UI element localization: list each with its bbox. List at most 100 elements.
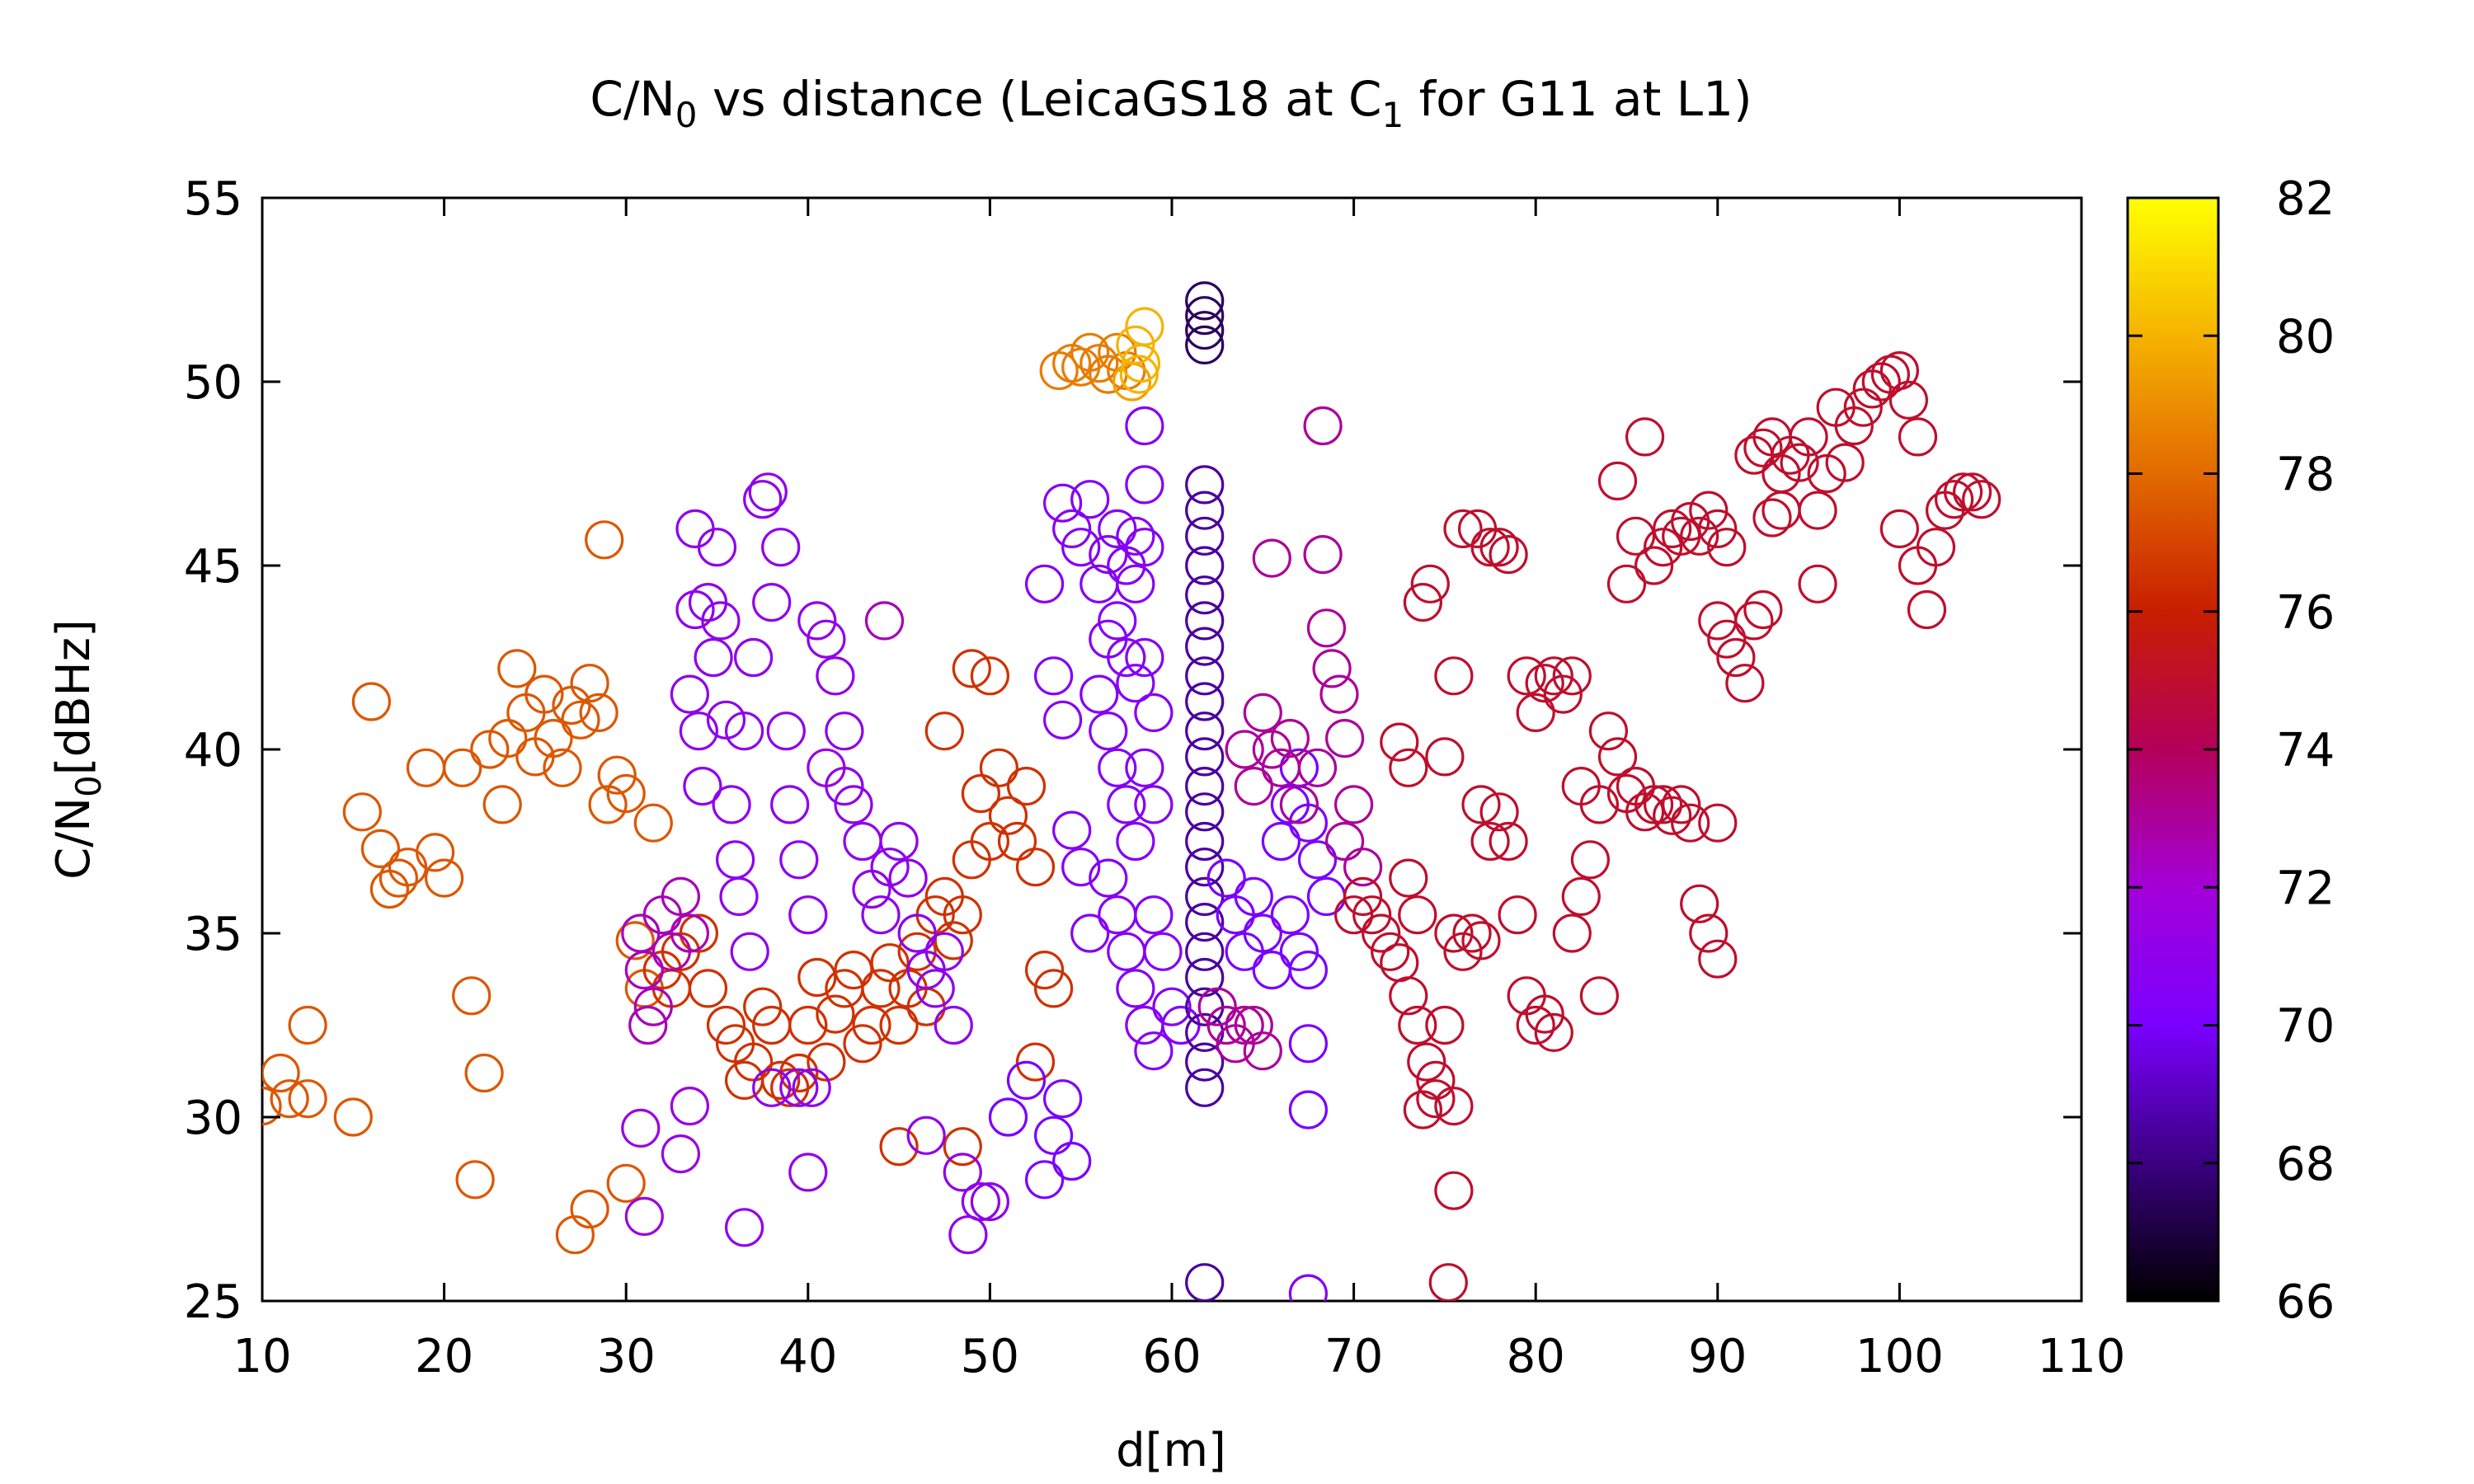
data-point <box>861 895 901 935</box>
data-point <box>1716 637 1756 678</box>
data-point <box>766 711 806 751</box>
data-point <box>1116 516 1155 556</box>
y-tick-label: 35 <box>184 908 242 961</box>
data-point <box>262 1053 300 1093</box>
data-point <box>888 858 928 898</box>
data-point <box>561 700 600 740</box>
data-point <box>706 1005 746 1045</box>
data-point <box>1033 656 1074 696</box>
data-point <box>1116 821 1155 862</box>
data-point <box>694 637 733 678</box>
data-point <box>288 1005 327 1045</box>
data-point <box>1152 987 1192 1026</box>
data-point <box>970 821 1010 862</box>
data-point <box>1033 969 1074 1008</box>
data-point <box>1185 311 1225 350</box>
x-axis-label: d[m] <box>1116 1424 1226 1477</box>
x-tick-label: 30 <box>597 1330 656 1383</box>
data-point <box>579 693 618 733</box>
data-point <box>961 1181 1001 1222</box>
data-point <box>1380 943 1419 983</box>
data-point <box>624 950 664 990</box>
data-point <box>1243 693 1282 733</box>
data-point <box>1324 821 1365 862</box>
data-point <box>1362 913 1401 953</box>
data-point <box>1206 858 1246 898</box>
data-point <box>1389 858 1428 898</box>
data-point <box>1070 480 1110 519</box>
data-point <box>1185 682 1225 721</box>
data-point <box>679 913 719 953</box>
data-point <box>792 1068 831 1107</box>
data-point <box>1534 1012 1573 1053</box>
data-point <box>1570 840 1611 880</box>
data-point <box>1761 491 1801 530</box>
data-point <box>988 1097 1028 1137</box>
data-point <box>924 711 964 751</box>
data-point <box>1185 957 1225 998</box>
data-point <box>351 682 391 721</box>
data-point <box>1185 766 1225 806</box>
data-point <box>807 619 846 659</box>
colorbar-tick-label: 78 <box>2276 448 2335 502</box>
data-point <box>825 711 864 751</box>
data-point <box>1653 509 1692 549</box>
data-point <box>1689 491 1729 530</box>
data-point <box>924 932 964 971</box>
data-point <box>1525 994 1564 1034</box>
data-point <box>1398 895 1437 935</box>
data-point <box>1089 711 1128 751</box>
colorbar-tick-label: 66 <box>2276 1275 2335 1329</box>
data-point <box>1270 718 1310 758</box>
data-point <box>879 1005 919 1045</box>
data-point <box>743 987 783 1026</box>
data-point <box>1015 1042 1056 1082</box>
data-point <box>1725 664 1765 703</box>
data-point <box>270 1079 309 1119</box>
data-point <box>497 649 537 688</box>
data-point <box>1643 528 1683 567</box>
data-point <box>807 1042 846 1082</box>
data-point <box>1125 406 1164 446</box>
data-point <box>952 649 991 688</box>
data-point <box>1319 674 1359 714</box>
data-point <box>621 1108 661 1148</box>
data-point <box>1125 748 1164 787</box>
data-point <box>897 932 937 971</box>
data-point <box>797 957 837 998</box>
data-point <box>1070 913 1110 953</box>
data-point <box>1616 516 1656 556</box>
data-point <box>852 1005 891 1045</box>
data-point <box>1516 693 1555 733</box>
data-point <box>816 656 855 696</box>
data-point <box>670 1086 710 1126</box>
data-point <box>1116 969 1155 1008</box>
data-point <box>1434 656 1474 696</box>
data-point <box>1185 932 1225 971</box>
data-point <box>1185 821 1225 862</box>
data-point <box>1052 1141 1092 1181</box>
data-point <box>864 601 905 641</box>
data-point <box>943 895 982 935</box>
data-point <box>1552 913 1592 953</box>
colorbar-tick-label: 76 <box>2276 586 2335 640</box>
data-point <box>997 821 1037 862</box>
data-point <box>415 833 455 872</box>
x-tick-label: 60 <box>1142 1330 1201 1383</box>
data-point <box>1443 932 1483 971</box>
data-point <box>943 1153 982 1192</box>
data-point <box>870 943 910 983</box>
data-point <box>1470 821 1510 862</box>
data-point <box>1119 355 1159 394</box>
data-point <box>915 969 955 1008</box>
y-tick-label: 50 <box>184 356 242 410</box>
data-point <box>1707 619 1747 659</box>
colorbar-ticks: 66 68 70 72 74 76 78 80 82 <box>2128 172 2335 1329</box>
data-point <box>1061 848 1101 887</box>
data-point <box>1089 858 1128 898</box>
data-point <box>1671 803 1710 843</box>
data-point <box>1389 976 1428 1016</box>
data-point <box>1185 546 1225 585</box>
data-point <box>1252 730 1291 769</box>
